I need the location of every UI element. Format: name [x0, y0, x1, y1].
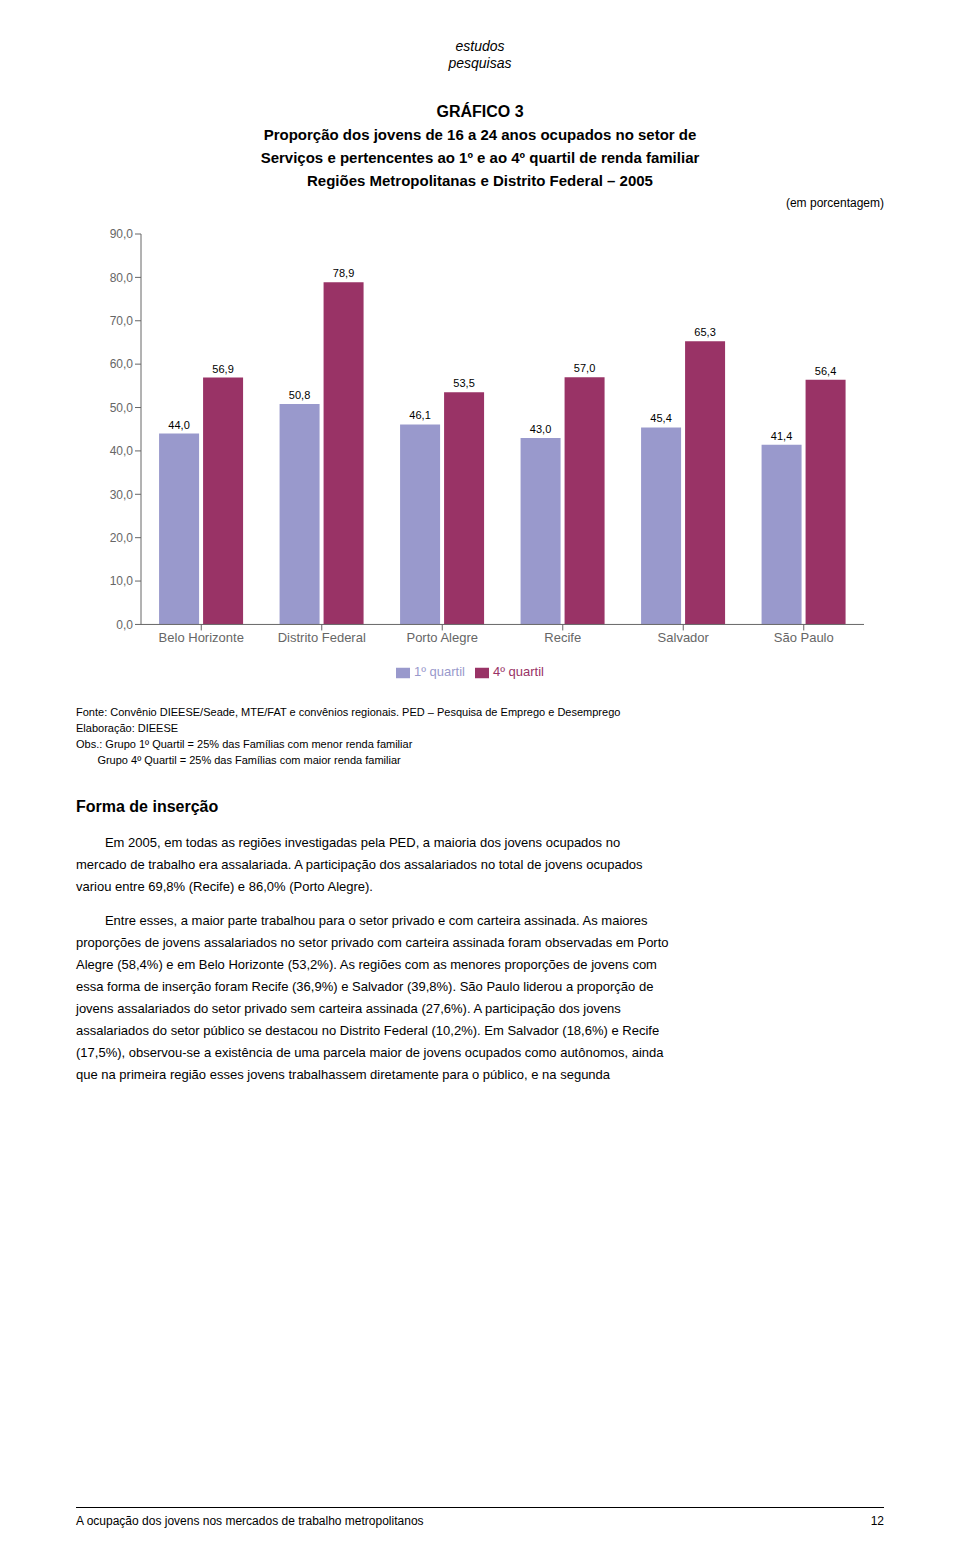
html-text:Elaboração: DIEESE: Elaboração: DIEESE	[76, 722, 179, 734]
svg-text:56,4: 56,4	[815, 365, 836, 377]
svg-text:60,0: 60,0	[110, 357, 134, 371]
svg-text:Recife: Recife	[544, 630, 581, 645]
svg-text:70,0: 70,0	[110, 314, 134, 328]
svg-text:56,9: 56,9	[212, 363, 233, 375]
svg-text:30,0: 30,0	[110, 488, 134, 502]
svg-text:65,3: 65,3	[694, 326, 715, 338]
svg-text:Porto Alegre: Porto Alegre	[406, 630, 478, 645]
svg-text:20,0: 20,0	[110, 531, 134, 545]
svg-text:Belo Horizonte: Belo Horizonte	[159, 630, 244, 645]
html-text:12: 12	[870, 1514, 884, 1528]
svg-text:57,0: 57,0	[574, 362, 595, 374]
html-text:GRÁFICO 3: GRÁFICO 3	[436, 103, 524, 120]
html-text:Serviços e pertencentes ao 1º: Serviços e pertencentes ao 1º e ao 4º qu…	[260, 149, 700, 166]
svg-text:São Paulo: São Paulo	[774, 630, 834, 645]
svg-text:Salvador: Salvador	[658, 630, 710, 645]
svg-text:78,9: 78,9	[333, 267, 354, 279]
html-text:essa forma de inserção foram R: essa forma de inserção foram Recife (36,…	[76, 979, 654, 994]
html-text:assalariados do setor público: assalariados do setor público se destaco…	[76, 1023, 660, 1038]
html-text:proporções de jovens assalaria: proporções de jovens assalariados no set…	[76, 935, 669, 950]
svg-text:40,0: 40,0	[110, 444, 134, 458]
html-text:Forma de inserção: Forma de inserção	[76, 798, 219, 815]
html-text:Entre esses, a maior parte tra: Entre esses, a maior parte trabalhou par…	[76, 913, 648, 928]
svg-text:10,0: 10,0	[110, 574, 134, 588]
html-text:A ocupação dos jovens nos merc: A ocupação dos jovens nos mercados de tr…	[76, 1514, 424, 1528]
html-text:1º quartil: 1º quartil	[414, 664, 465, 680]
html-text:estudos: estudos	[455, 38, 505, 54]
html-text:Obs.: Grupo 1º Quartil = 25% d: Obs.: Grupo 1º Quartil = 25% das Família…	[76, 738, 413, 750]
svg-text:53,5: 53,5	[453, 377, 474, 389]
html-text:que na primeira região esses j: que na primeira região esses jovens trab…	[76, 1067, 611, 1082]
html-text:(17,5%), observou-se a existên: (17,5%), observou-se a existência de uma…	[76, 1045, 664, 1060]
html-text:variou entre 69,8% (Recife) e: variou entre 69,8% (Recife) e 86,0% (Por…	[76, 879, 373, 894]
svg-text:80,0: 80,0	[110, 271, 134, 285]
html-text:Regiões Metropolitanas e Distr: Regiões Metropolitanas e Distrito Federa…	[307, 172, 653, 189]
svg-text:44,0: 44,0	[168, 419, 189, 431]
svg-text:90,0: 90,0	[110, 227, 134, 241]
html-text:4º quartil: 4º quartil	[493, 664, 544, 680]
svg-text:45,4: 45,4	[650, 412, 671, 424]
svg-text:50,0: 50,0	[110, 401, 134, 415]
svg-text:50,8: 50,8	[289, 389, 310, 401]
html-text:Alegre (58,4%) e em Belo Horiz: Alegre (58,4%) e em Belo Horizonte (53,2…	[76, 957, 657, 972]
svg-text:41,4: 41,4	[771, 430, 792, 442]
html-text:pesquisas: pesquisas	[448, 55, 512, 71]
html-text:Grupo 4º Quartil = 25% das Fam: Grupo 4º Quartil = 25% das Famílias com …	[76, 754, 401, 766]
html-text:mercado de trabalho era assala: mercado de trabalho era assalariada. A p…	[76, 857, 643, 872]
html-text:Fonte: Convênio DIEESE/Seade,: Fonte: Convênio DIEESE/Seade, MTE/FAT e …	[76, 706, 621, 718]
svg-text:43,0: 43,0	[530, 423, 551, 435]
svg-text:Distrito Federal: Distrito Federal	[278, 630, 366, 645]
html-text:jovens assalariados do setor p: jovens assalariados do setor privado sem…	[76, 1001, 621, 1016]
html-text:(em porcentagem): (em porcentagem)	[786, 196, 884, 210]
html-text:Proporção dos jovens de 16 a 2: Proporção dos jovens de 16 a 24 anos ocu…	[263, 126, 697, 143]
html-text:Em 2005, em todas as regiões i: Em 2005, em todas as regiões investigada…	[76, 835, 621, 850]
svg-text:46,1: 46,1	[409, 409, 430, 421]
svg-text:0,0: 0,0	[116, 618, 133, 632]
